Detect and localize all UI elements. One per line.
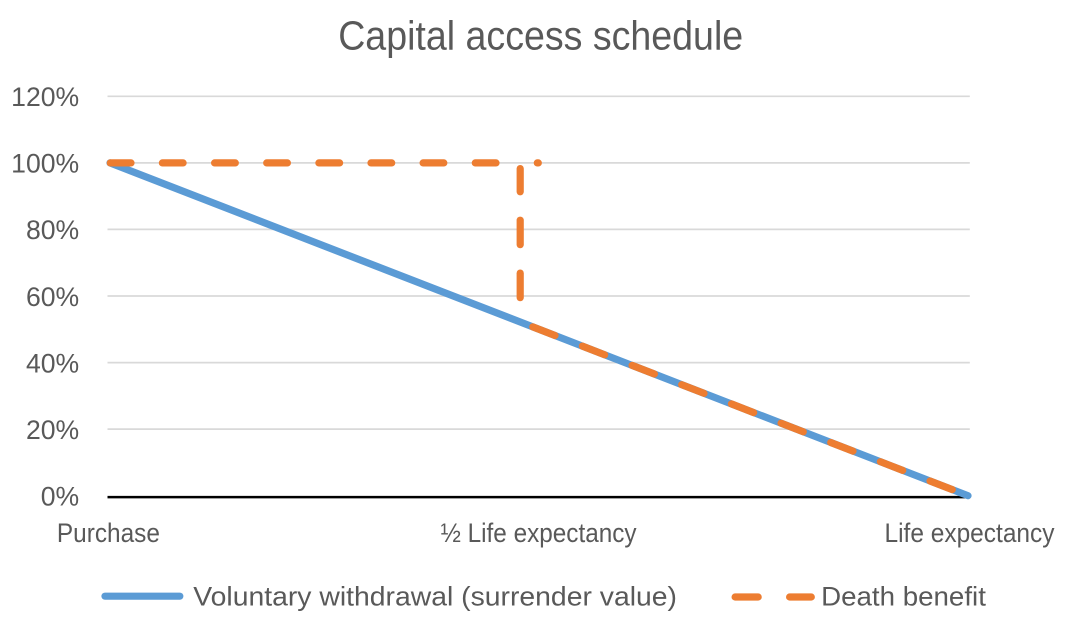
svg-text:40%: 40% xyxy=(26,348,79,378)
svg-text:Life expectancy: Life expectancy xyxy=(885,518,1056,548)
svg-text:½ Life expectancy: ½ Life expectancy xyxy=(441,518,638,548)
svg-text:0%: 0% xyxy=(41,482,79,512)
svg-text:Purchase: Purchase xyxy=(57,518,160,548)
svg-text:Voluntary withdrawal (surrende: Voluntary withdrawal (surrender value) xyxy=(193,581,677,611)
svg-text:120%: 120% xyxy=(11,82,79,112)
svg-text:100%: 100% xyxy=(11,149,79,179)
svg-text:60%: 60% xyxy=(26,282,79,312)
svg-text:20%: 20% xyxy=(26,415,79,445)
svg-text:Death benefit: Death benefit xyxy=(821,581,986,611)
svg-text:80%: 80% xyxy=(26,215,79,245)
svg-text:Capital access schedule: Capital access schedule xyxy=(338,13,743,59)
